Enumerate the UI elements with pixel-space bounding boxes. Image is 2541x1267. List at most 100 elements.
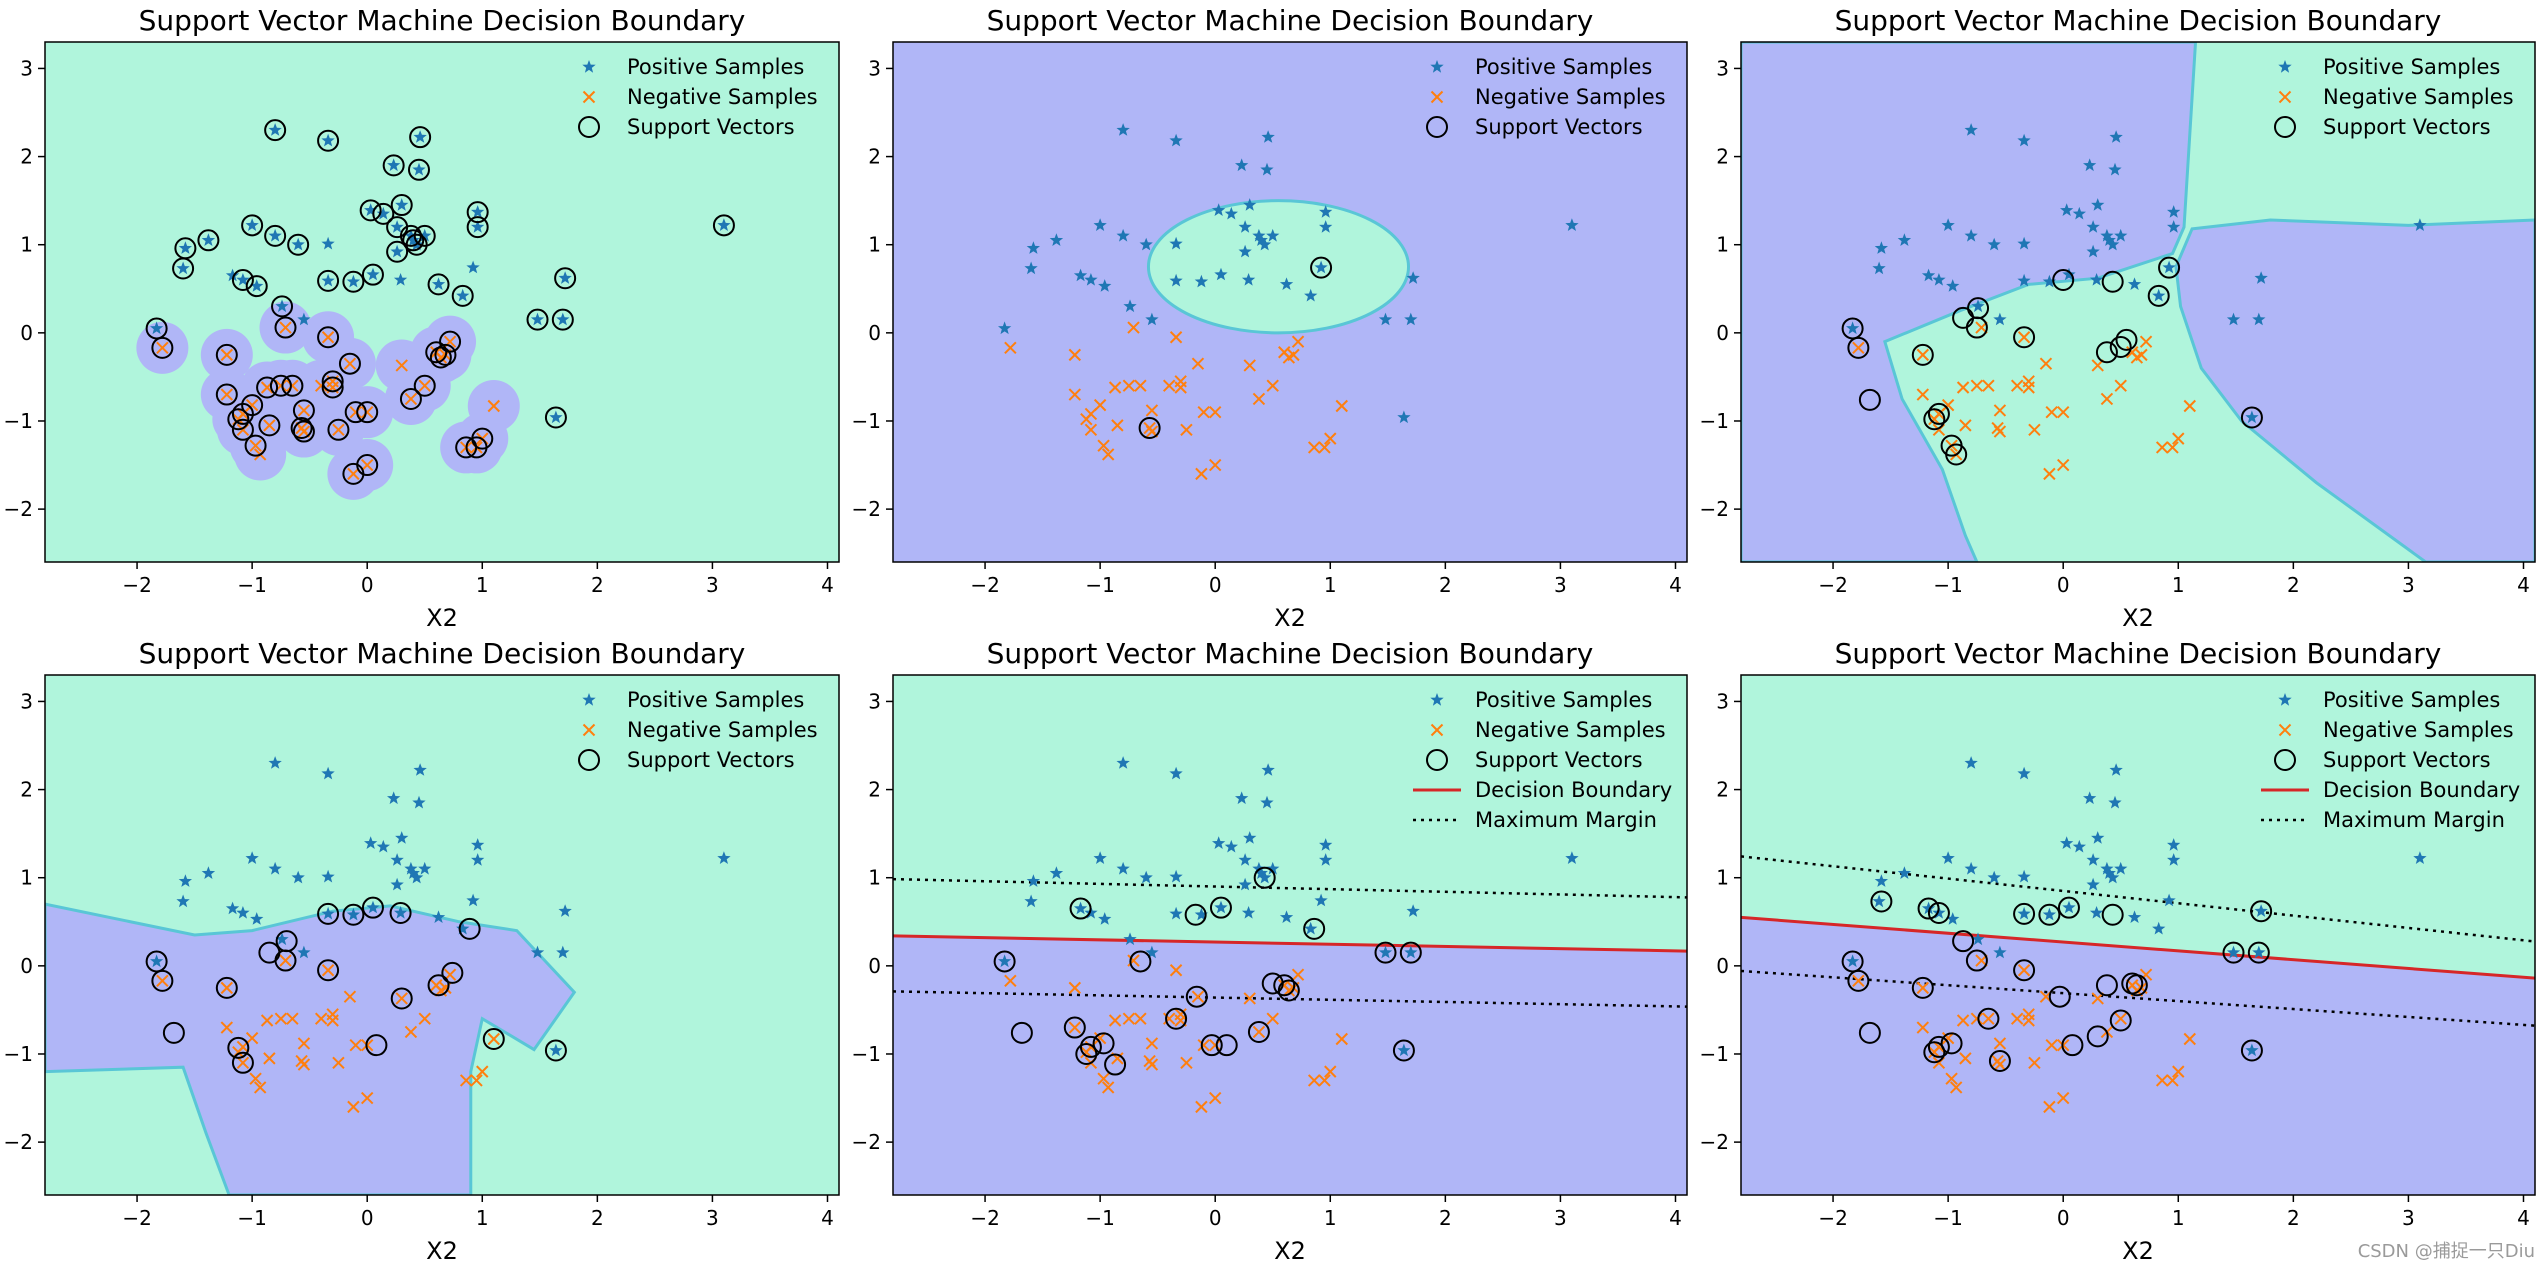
support-vector [1310,256,1333,279]
negative-sample [1266,1012,1279,1025]
negative-sample [249,439,262,452]
legend-entry: Negative Samples [1430,85,1666,109]
positive-sample [1252,861,1266,875]
negative-sample [220,388,234,401]
negative-sample [1180,1056,1193,1070]
chart-panel-1: −2 −1 0 1 2 3 4 −2 −1 0 1 2 3 Support Vector Machine … [4,4,840,632]
positive-sample [1993,945,2007,959]
legend-entry: Negative Samples [582,85,818,109]
negative-sample [332,1056,345,1070]
x-tick-label: 2 [1439,1206,1452,1230]
legend-label: Negative Samples [627,718,818,742]
positive-sample [2106,870,2120,884]
negative-sample [1101,448,1115,461]
positive-sample [176,261,190,275]
x-tick-label: 0 [1209,1206,1222,1230]
support-vector [399,224,422,247]
support-vector [151,969,174,992]
y-tick-label: 1 [868,866,881,890]
negative-sample [260,1014,274,1027]
support-vector [2061,1034,2084,1057]
support-vector [1138,417,1161,440]
negative-sample [245,1031,259,1045]
x-tick-label: 4 [1669,1206,1682,1230]
positive-sample [1194,907,1209,921]
support-vector [482,1028,505,1050]
positive-sample [395,198,409,211]
positive-sample [2127,910,2142,923]
negative-sample [395,992,408,1005]
positive-sample [321,133,335,147]
positive-sample [1921,268,1936,282]
support-vector [1870,890,1893,913]
positive-sample [1169,766,1183,780]
positive-sample [1932,906,1946,919]
legend-label: Positive Samples [1475,688,1652,712]
positive-sample [178,874,192,887]
support-vector [372,202,395,225]
positive-sample [2109,130,2123,143]
support-vector [389,901,412,924]
y-tick-label: 3 [1716,56,1729,80]
support-vector [2057,896,2080,919]
positive-sample [1266,861,1280,875]
positive-sample [2162,260,2176,274]
positive-sample [413,130,427,143]
negative-sample [220,348,234,362]
negative-sample [343,357,357,370]
negative-sample [360,458,374,472]
positive-sample [2167,853,2181,866]
legend-label: Positive Samples [1475,55,1652,79]
y-tick-label: 0 [20,954,33,978]
support-vector [1911,343,1934,366]
positive-sample [1169,236,1183,250]
support-vector [1209,896,1232,919]
positive-sample [2167,205,2181,218]
legend-entry: Support Vectors [1426,748,1643,772]
legend-entry: Negative Samples [2278,85,2514,109]
negative-sample [1959,1052,1972,1065]
positive-sample [2017,869,2031,883]
support-vector [327,418,350,441]
legend-marker-star [2278,693,2292,706]
positive-sample [1241,906,1256,919]
negative-sample [253,1081,267,1094]
support-vector [1092,1032,1115,1055]
positive-sample [2167,220,2181,233]
negative-sample [1956,381,1970,394]
legend-marker-circle [1426,116,1448,138]
negative-sample [2091,359,2104,372]
positive-sample [1049,233,1064,246]
negative-sample [360,405,374,419]
legend-label: Positive Samples [627,688,804,712]
x-tick-label: −2 [970,573,999,597]
negative-sample [347,467,360,481]
positive-sample [297,945,311,959]
negative-sample [326,1014,339,1027]
positive-sample [410,870,424,884]
support-vector [317,269,340,292]
chart-panel-2: −2 −1 0 1 2 3 4 −2 −1 0 1 2 3 Support Vector Machine … [852,4,1688,632]
y-tick-label: 2 [20,145,33,169]
support-vector [427,273,450,296]
positive-sample [236,273,250,286]
negative-sample [1243,359,1256,372]
negative-sample [1916,1021,1930,1034]
negative-sample [1169,964,1183,977]
negative-sample [1916,981,1930,995]
x-tick-label: 4 [821,1206,834,1230]
negative-sample [263,419,276,432]
support-vector [413,374,436,397]
x-tick-label: −1 [237,1206,266,1230]
negative-sample [1097,439,1110,452]
support-vector [244,434,267,457]
positive-sample [2072,839,2086,853]
support-vector [1069,897,1092,920]
positive-sample [558,904,572,917]
y-tick-label: 0 [1716,321,1729,345]
support-vector [554,267,577,290]
positive-sample [1169,133,1183,147]
y-tick-label: −1 [1700,409,1729,433]
legend-label: Negative Samples [2323,718,2514,742]
chart-title: Support Vector Machine Decision Boundary [987,637,1594,670]
